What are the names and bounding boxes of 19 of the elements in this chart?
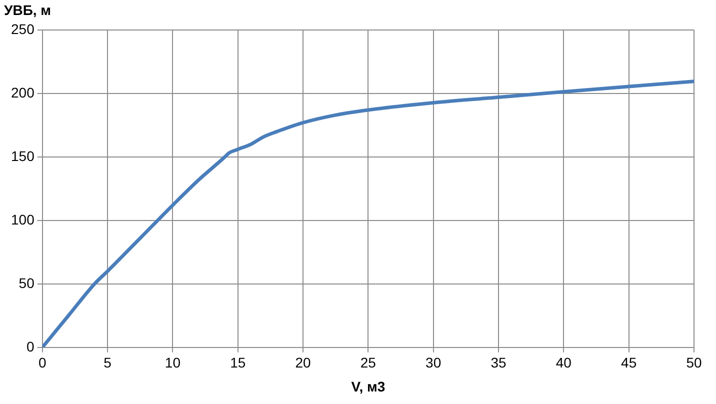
x-tick-label: 10 (164, 354, 181, 371)
x-axis-title: V, м3 (351, 378, 386, 394)
x-tick-label: 0 (38, 354, 46, 371)
x-tick-label: 30 (426, 354, 442, 371)
y-tick-label: 250 (11, 20, 35, 37)
x-tick-label: 5 (104, 354, 112, 371)
x-tick-label: 15 (230, 354, 246, 371)
y-tick-label: 200 (11, 84, 35, 100)
y-tick-label: 100 (11, 211, 35, 228)
y-tick-label: 150 (11, 148, 35, 164)
x-tick-label: 25 (360, 354, 376, 371)
x-tick-label: 35 (490, 354, 507, 371)
y-tick-label: 50 (18, 274, 35, 291)
x-tick-label: 45 (621, 354, 637, 371)
x-tick-label: 40 (556, 354, 572, 371)
y-axis-title: УВБ, м (4, 2, 52, 18)
y-tick-label: 0 (26, 338, 35, 354)
x-tick-label: 50 (686, 354, 702, 371)
x-tick-label: 20 (295, 354, 312, 371)
